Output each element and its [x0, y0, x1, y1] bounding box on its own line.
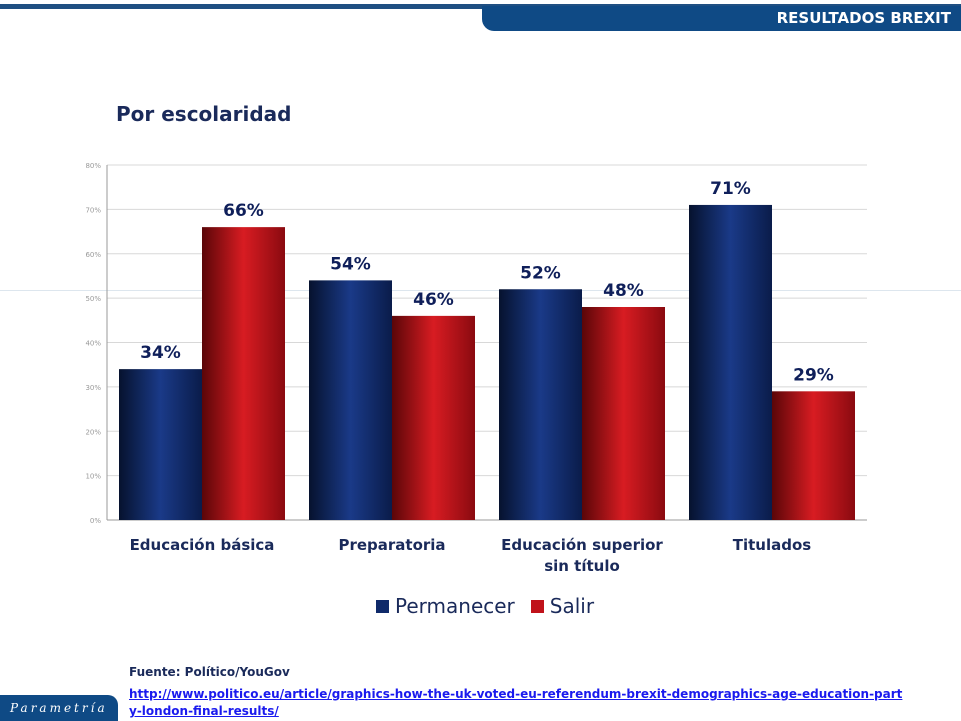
bar-salir	[202, 227, 285, 520]
x-tick-label: Educación superior	[501, 536, 663, 554]
bar-salir	[392, 315, 475, 520]
parametria-logo: Parametría	[0, 695, 118, 721]
top-bar	[0, 4, 961, 9]
bar-salir	[582, 307, 665, 520]
legend-swatch	[530, 600, 544, 613]
x-tick-label: Educación básica	[130, 536, 275, 554]
y-tick-label: 50%	[85, 295, 101, 303]
data-label: 54%	[330, 254, 371, 274]
x-tick-label: Titulados	[733, 536, 812, 554]
y-tick-label: 30%	[85, 384, 101, 392]
data-label: 46%	[413, 290, 454, 310]
y-tick-label: 20%	[85, 428, 101, 436]
y-tick-label: 80%	[85, 162, 101, 170]
data-label: 71%	[710, 179, 751, 199]
header-banner: RESULTADOS BREXIT	[482, 6, 961, 31]
y-tick-label: 60%	[85, 251, 101, 259]
bar-permanecer	[119, 369, 202, 520]
bar-permanecer	[689, 204, 772, 520]
x-tick-label: sin título	[544, 557, 620, 575]
y-tick-label: 0%	[90, 517, 101, 525]
banner-title: RESULTADOS BREXIT	[776, 9, 951, 27]
bar-permanecer	[309, 280, 392, 520]
legend: Permanecer Salir	[376, 594, 594, 618]
legend-swatch	[376, 600, 389, 613]
x-tick-label: Preparatoria	[338, 536, 445, 554]
bar-permanecer	[499, 289, 582, 520]
y-tick-label: 70%	[85, 206, 101, 214]
data-label: 66%	[223, 201, 264, 221]
bar-salir	[772, 391, 855, 520]
data-label: 48%	[603, 281, 644, 301]
source-text: Fuente: Político/YouGov	[129, 665, 290, 679]
background-pattern	[0, 290, 961, 291]
source-link[interactable]: http://www.politico.eu/article/graphics-…	[129, 687, 903, 718]
data-label: 34%	[140, 343, 181, 363]
legend-item-salir: Salir	[530, 594, 594, 618]
chart-subtitle: Por escolaridad	[116, 102, 292, 126]
data-label: 52%	[520, 263, 561, 283]
data-label: 29%	[793, 365, 834, 385]
y-tick-label: 10%	[85, 473, 101, 481]
y-tick-label: 40%	[85, 340, 101, 348]
legend-item-permanecer: Permanecer	[376, 594, 515, 618]
